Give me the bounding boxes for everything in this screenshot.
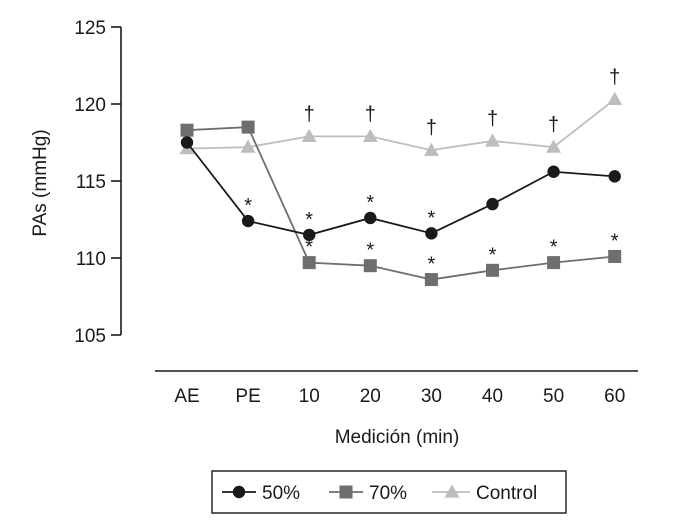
data-point (302, 256, 316, 270)
series-70-pct (180, 120, 622, 287)
data-point (424, 273, 438, 287)
data-point (180, 123, 194, 137)
data-point (423, 142, 439, 156)
legend-marker (339, 485, 353, 499)
y-tick-label: 110 (76, 249, 106, 270)
significance-markers: * * * * * * * * * * † † † † † † (244, 66, 620, 275)
x-tick-label: 10 (299, 386, 320, 407)
data-point (303, 228, 316, 242)
significance-marker: † (609, 66, 620, 88)
series-50-pct (180, 136, 621, 242)
legend-label: 50% (262, 483, 300, 504)
significance-marker: * (366, 192, 374, 214)
significance-marker: * (366, 240, 374, 262)
series-control (179, 91, 623, 156)
y-tick-label: 125 (74, 18, 106, 39)
legend-entry: 70% (329, 483, 407, 504)
legend-label: Control (476, 483, 537, 504)
data-point (363, 259, 377, 273)
significance-marker: * (244, 195, 252, 217)
data-point (301, 128, 317, 142)
legend-label: 70% (369, 483, 407, 504)
x-tick-label: PE (235, 386, 260, 407)
y-tick-label: 115 (76, 172, 106, 193)
legend-entry: 50% (222, 483, 300, 504)
legend-marker (444, 484, 460, 498)
series-line (186, 98, 616, 152)
data-point (240, 139, 256, 153)
data-point (547, 256, 561, 270)
data-point (485, 133, 500, 147)
data-point (241, 214, 255, 228)
significance-marker: † (365, 103, 376, 125)
y-axis-title: PAs (mmHg) (30, 129, 51, 236)
data-point (364, 211, 377, 225)
series-line (186, 126, 615, 281)
x-tick-label: 20 (360, 386, 381, 407)
data-point (607, 91, 623, 106)
significance-marker: * (305, 237, 313, 259)
data-point (180, 136, 194, 149)
data-point (486, 197, 499, 211)
data-point (425, 227, 438, 240)
data-point (546, 139, 562, 153)
significance-marker: * (611, 230, 619, 252)
legend: 50% 70% Control (211, 470, 567, 514)
series-layer (179, 91, 623, 287)
significance-marker: † (426, 117, 437, 139)
y-axis: 105 110 115 120 125 (74, 18, 122, 347)
x-tick-label: AE (174, 386, 199, 407)
legend-marker (232, 485, 246, 499)
legend-box (211, 470, 567, 514)
data-point (547, 165, 560, 178)
significance-marker: * (550, 237, 558, 259)
data-point (486, 263, 499, 277)
x-axis: AE PE 10 20 30 40 50 60 (155, 370, 638, 407)
data-point (362, 128, 378, 142)
significance-marker: † (304, 103, 315, 125)
series-line (186, 141, 615, 236)
y-tick-label: 120 (74, 95, 106, 116)
y-tick-label: 105 (74, 326, 106, 347)
data-point (608, 249, 622, 263)
significance-marker: * (305, 209, 313, 231)
data-point (241, 120, 255, 134)
x-tick-label: 30 (421, 386, 442, 407)
x-tick-label: 50 (543, 386, 564, 407)
significance-marker: * (428, 254, 436, 276)
legend-entry: Control (432, 483, 537, 504)
x-tick-label: 60 (604, 386, 625, 407)
significance-marker: * (489, 244, 497, 266)
x-tick-label: 40 (482, 386, 503, 407)
significance-marker: † (548, 114, 559, 136)
x-axis-title: Medición (min) (335, 427, 460, 448)
significance-marker: * (428, 207, 436, 229)
significance-marker: † (487, 108, 498, 130)
data-point (608, 170, 621, 183)
